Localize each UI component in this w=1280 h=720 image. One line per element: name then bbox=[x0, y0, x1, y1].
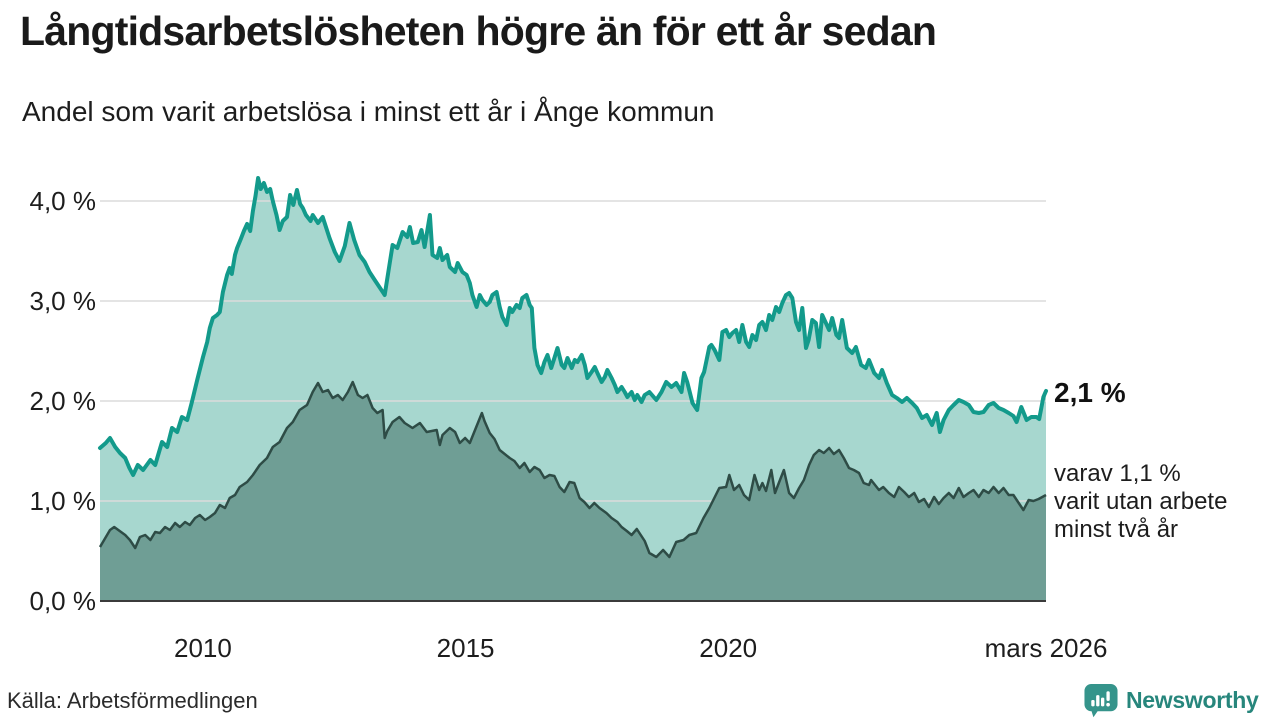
page-title: Långtidsarbetslösheten högre än för ett … bbox=[20, 8, 937, 54]
latest-value-label: 2,1 % bbox=[1054, 377, 1126, 408]
x-axis-label: 2015 bbox=[436, 633, 495, 663]
y-axis-label: 3,0 % bbox=[29, 286, 97, 316]
bar-icon-2 bbox=[1096, 695, 1100, 707]
x-axis-label: mars 2026 bbox=[984, 633, 1108, 663]
page-subtitle: Andel som varit arbetslösa i minst ett å… bbox=[22, 96, 715, 127]
area-minst-tva-ar bbox=[100, 382, 1046, 601]
x-axis-label: 2020 bbox=[699, 633, 758, 663]
secondary-note-label: varav 1,1 % varit utan arbete minst två … bbox=[1054, 460, 1228, 543]
y-axis-label: 0,0 % bbox=[29, 586, 97, 616]
y-axis-label: 1,0 % bbox=[29, 486, 97, 516]
line-minst-ett-ar bbox=[98, 176, 1048, 477]
bar-icon-3 bbox=[1101, 697, 1105, 707]
x-axis-label: 2010 bbox=[174, 633, 232, 663]
y-axis-label: 4,0 % bbox=[29, 186, 97, 216]
newsworthy-bubble-icon bbox=[1084, 683, 1118, 718]
y-axis-label: 2,0 % bbox=[29, 386, 97, 416]
exclamation-dot bbox=[1106, 702, 1110, 707]
brand-name: Newsworthy bbox=[1126, 687, 1259, 713]
source-credit: Källa: Arbetsförmedlingen bbox=[7, 688, 258, 713]
exclamation-bar bbox=[1106, 691, 1110, 701]
line-minst-tva-ar bbox=[98, 380, 1047, 559]
bar-icon-1 bbox=[1091, 700, 1095, 707]
newsworthy-logo: Newsworthy bbox=[1083, 683, 1259, 718]
